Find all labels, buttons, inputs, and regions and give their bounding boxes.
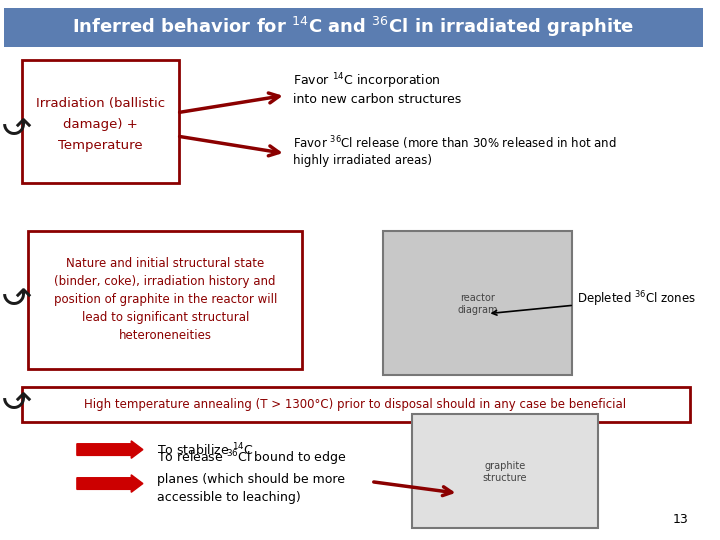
Text: ↶: ↶ <box>1 376 31 410</box>
Text: 13: 13 <box>672 513 688 526</box>
FancyBboxPatch shape <box>4 8 703 47</box>
FancyBboxPatch shape <box>382 231 572 375</box>
FancyArrow shape <box>77 441 143 458</box>
Text: Inferred behavior for $^{14}$C and $^{36}$Cl in irradiated graphite: Inferred behavior for $^{14}$C and $^{36… <box>72 15 635 39</box>
Text: Depleted $^{36}$Cl zones: Depleted $^{36}$Cl zones <box>492 289 696 315</box>
FancyBboxPatch shape <box>22 388 690 422</box>
Text: To stabilize $^{14}$C: To stabilize $^{14}$C <box>158 441 254 458</box>
FancyBboxPatch shape <box>412 414 598 528</box>
Text: ↶: ↶ <box>1 272 31 306</box>
FancyArrow shape <box>77 475 143 492</box>
Text: To release $^{36}$Cl bound to edge
planes (which should be more
accessible to le: To release $^{36}$Cl bound to edge plane… <box>158 448 347 504</box>
Text: Favor $^{14}$C incorporation
into new carbon structures: Favor $^{14}$C incorporation into new ca… <box>293 71 462 106</box>
Text: ↶: ↶ <box>1 103 31 137</box>
Text: High temperature annealing (T > 1300°C) prior to disposal should in any case be : High temperature annealing (T > 1300°C) … <box>84 399 626 411</box>
Text: Nature and initial structural state
(binder, coke), irradiation history and
posi: Nature and initial structural state (bin… <box>53 256 277 342</box>
FancyBboxPatch shape <box>28 231 302 369</box>
Text: reactor
diagram: reactor diagram <box>457 293 498 315</box>
FancyBboxPatch shape <box>22 60 179 183</box>
Text: Irradiation (ballistic
damage) +
Temperature: Irradiation (ballistic damage) + Tempera… <box>35 97 165 152</box>
Text: Favor $^{36}$Cl release (more than 30% released in hot and
highly irradiated are: Favor $^{36}$Cl release (more than 30% r… <box>293 134 617 167</box>
Text: graphite
structure: graphite structure <box>482 461 527 483</box>
